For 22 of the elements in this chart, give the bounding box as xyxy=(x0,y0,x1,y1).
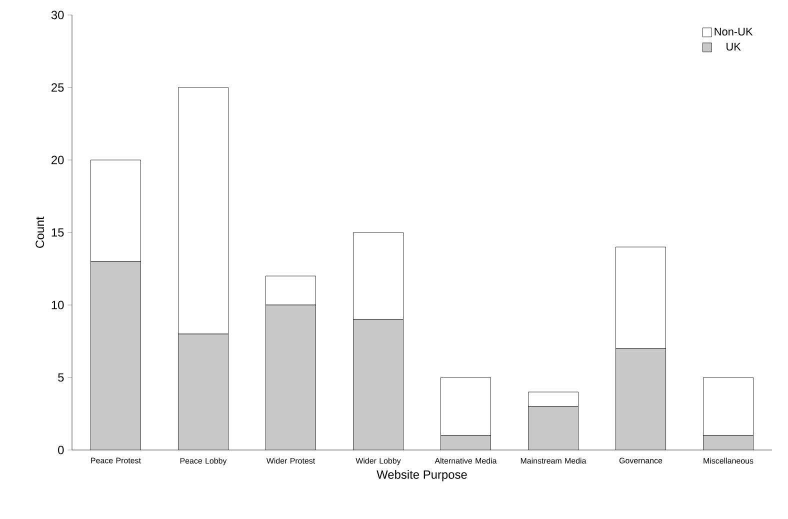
x-axis-title: Website Purpose xyxy=(376,470,467,482)
y-tick-label: 30 xyxy=(51,10,64,20)
bar xyxy=(266,276,316,306)
legend-label: UK xyxy=(726,42,741,51)
y-tick-label: 0 xyxy=(58,446,64,454)
y-tick-label: 25 xyxy=(52,83,64,92)
bar xyxy=(178,334,228,450)
bar xyxy=(353,320,404,450)
y-axis-title: Count xyxy=(36,216,44,248)
bar xyxy=(440,436,491,450)
legend-label: Non-UK xyxy=(714,28,753,36)
y-tick-label: 5 xyxy=(58,373,64,382)
y-tick-label: 10 xyxy=(52,300,64,310)
bar xyxy=(528,392,578,407)
y-tick-label: 20 xyxy=(52,156,64,164)
y-tick-label: 15 xyxy=(52,228,64,237)
bar xyxy=(266,305,316,450)
bar xyxy=(616,348,666,450)
bar xyxy=(703,435,754,450)
bar xyxy=(90,262,141,450)
bar xyxy=(528,406,578,450)
bar xyxy=(440,377,491,436)
